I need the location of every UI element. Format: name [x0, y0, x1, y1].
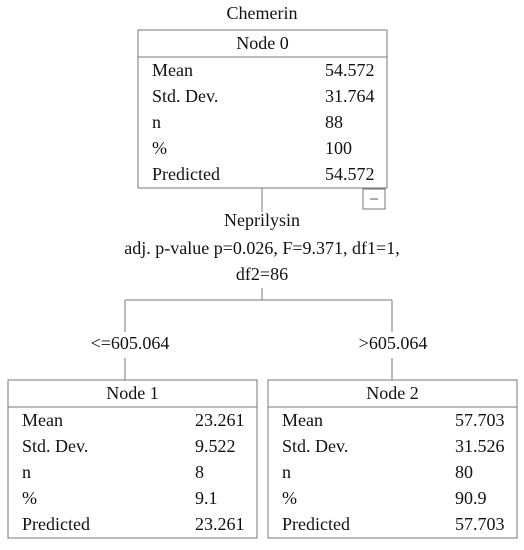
- stat-name: Mean: [22, 410, 63, 430]
- stat-name: %: [152, 138, 167, 158]
- stat-value: 80: [455, 462, 473, 482]
- stat-value: 8: [195, 462, 204, 482]
- node-label: Node 0: [236, 33, 289, 53]
- node-label: Node 1: [106, 383, 159, 403]
- branch-label: <=605.064: [91, 333, 170, 353]
- stat-value: 23.261: [195, 410, 245, 430]
- stat-name: Predicted: [22, 514, 90, 534]
- stat-value: 57.703: [455, 514, 505, 534]
- tree-node: Node 2 Mean 57.703 Std. Dev. 31.526 n 80% 90.9 P…: [267, 379, 518, 539]
- stat-value: 54.572: [325, 164, 375, 184]
- stat-name: n: [282, 462, 291, 482]
- branch-label: >605.064: [359, 333, 428, 353]
- stat-value: 100: [325, 138, 352, 158]
- stat-name: Mean: [152, 60, 193, 80]
- tree-title: Chemerin: [227, 3, 298, 23]
- stat-value: 54.572: [325, 60, 375, 80]
- stat-value: 23.261: [195, 514, 245, 534]
- stat-name: Std. Dev.: [282, 436, 348, 456]
- node-box: [267, 379, 518, 539]
- node-label: Node 2: [366, 383, 419, 403]
- stat-value: 57.703: [455, 410, 505, 430]
- stat-value: 88: [325, 112, 343, 132]
- split-variable: Neprilysin: [224, 210, 300, 230]
- stat-name: Std. Dev.: [22, 436, 88, 456]
- stat-value: 9.522: [195, 436, 236, 456]
- stat-name: n: [22, 462, 31, 482]
- stat-name: Predicted: [152, 164, 220, 184]
- stat-value: 90.9: [455, 488, 487, 508]
- node-box: [137, 29, 388, 189]
- stat-value: 31.764: [325, 86, 375, 106]
- node-box: [7, 379, 258, 539]
- stat-name: Mean: [282, 410, 323, 430]
- stat-name: %: [282, 488, 297, 508]
- collapse-button[interactable]: [362, 188, 386, 210]
- stat-value: 31.526: [455, 436, 505, 456]
- stat-name: Std. Dev.: [152, 86, 218, 106]
- edges: [124, 288, 393, 380]
- stat-name: n: [152, 112, 161, 132]
- stat-name: %: [22, 488, 37, 508]
- tree-node: Node 1 Mean 23.261 Std. Dev. 9.522 n 8% 9.1 Pred…: [7, 379, 258, 539]
- stat-name: Predicted: [282, 514, 350, 534]
- stat-value: 9.1: [195, 488, 218, 508]
- split-stats: adj. p-value p=0.026, F=9.371, df1=1,: [124, 238, 399, 258]
- split-stats: df2=86: [236, 264, 288, 284]
- tree-node: Node 0 Mean 54.572 Std. Dev. 31.764 n 88% 100 Pr…: [137, 29, 388, 189]
